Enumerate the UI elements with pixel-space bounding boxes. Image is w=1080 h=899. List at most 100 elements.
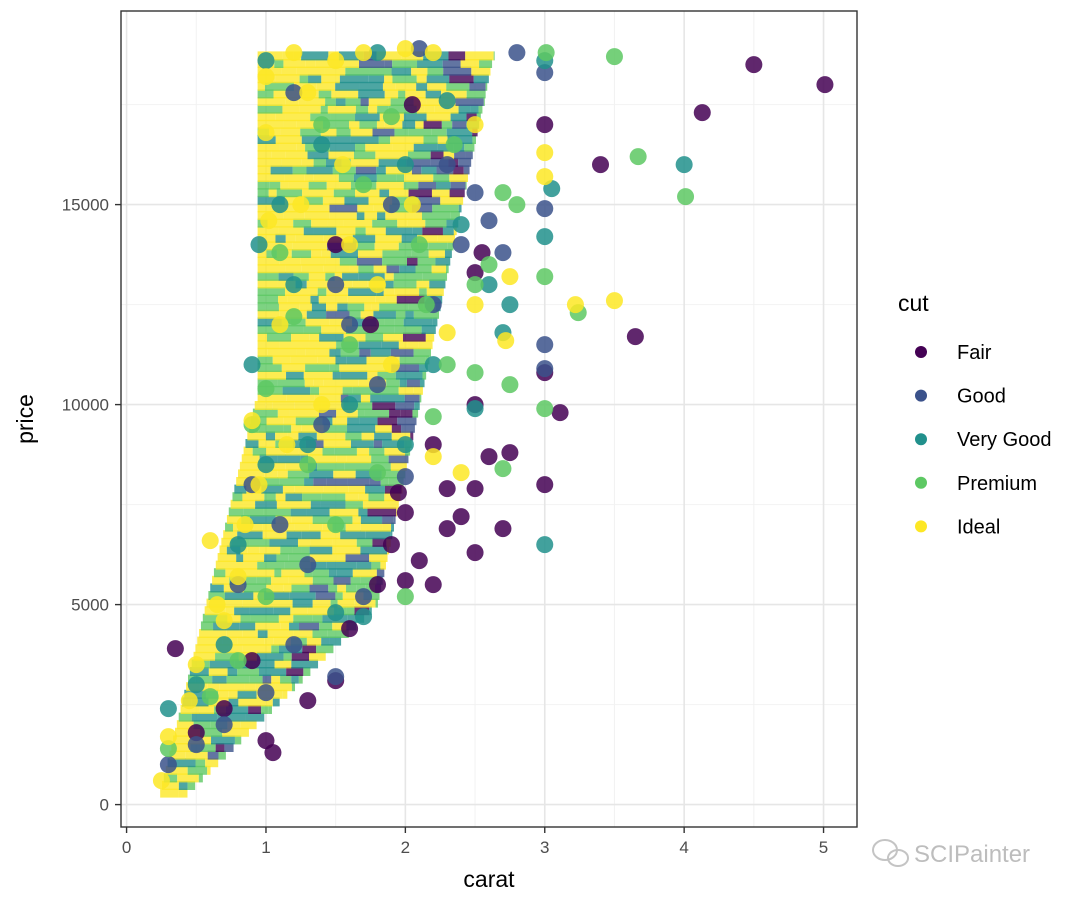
data-band [428, 249, 445, 258]
data-band [333, 575, 351, 585]
data-point-very-good [341, 396, 359, 414]
data-band [278, 613, 294, 623]
data-band [308, 74, 322, 84]
data-band [412, 408, 419, 418]
data-band [411, 249, 429, 258]
x-tick-label: 4 [679, 838, 688, 857]
data-band [257, 629, 268, 638]
data-band [285, 233, 296, 243]
data-band [458, 104, 471, 114]
data-band [359, 416, 378, 426]
data-point-very-good [257, 52, 275, 70]
data-band [306, 165, 333, 175]
data-band [226, 629, 243, 638]
data-point-ideal [159, 728, 177, 746]
data-band [390, 461, 407, 471]
x-tick-label: 1 [261, 838, 270, 857]
data-point-good [285, 84, 303, 102]
data-band [329, 363, 340, 372]
data-band [398, 340, 408, 350]
legend-key-good [915, 389, 927, 402]
data-band [292, 545, 302, 555]
data-band [321, 74, 340, 84]
data-band [226, 674, 250, 684]
data-band [257, 370, 287, 380]
data-band [337, 583, 347, 593]
data-point-fair [362, 316, 380, 334]
data-band [281, 363, 306, 372]
legend-label-ideal: Ideal [957, 516, 1000, 538]
data-point-fair [466, 544, 484, 562]
data-band [280, 545, 293, 555]
data-band [257, 157, 282, 167]
data-band [319, 385, 343, 395]
data-band [326, 309, 350, 319]
data-band [321, 249, 331, 258]
data-band [255, 621, 281, 631]
data-band [241, 454, 260, 464]
data-band [292, 241, 308, 251]
data-point-fair [693, 104, 711, 122]
data-band [405, 309, 414, 319]
data-point-fair [480, 448, 498, 466]
data-band [345, 97, 361, 106]
data-band [458, 203, 462, 213]
data-band [333, 378, 359, 388]
data-band [452, 119, 467, 129]
data-band [413, 385, 423, 395]
data-band [323, 484, 349, 494]
data-band [389, 408, 401, 418]
data-band [311, 218, 328, 228]
data-band [197, 636, 223, 646]
data-band [350, 157, 379, 167]
data-band [365, 332, 384, 342]
data-point-very-good [250, 236, 268, 254]
data-band [347, 423, 376, 433]
data-band [291, 682, 296, 692]
data-band [283, 423, 292, 433]
data-band [413, 347, 431, 357]
data-band [392, 142, 414, 152]
data-band [257, 264, 286, 274]
data-band [383, 287, 395, 296]
data-point-fair [187, 724, 205, 742]
data-band [319, 332, 344, 342]
data-band [271, 644, 280, 654]
data-band [240, 720, 257, 730]
data-band [334, 446, 357, 456]
data-band [311, 249, 322, 258]
data-band [285, 97, 299, 106]
data-band [284, 560, 311, 570]
data-band [227, 720, 241, 730]
data-band [376, 317, 385, 327]
data-band [325, 271, 335, 281]
data-band [343, 218, 373, 228]
data-band [301, 530, 321, 540]
data-band [427, 66, 444, 76]
data-band [271, 211, 284, 220]
data-band [424, 104, 435, 114]
data-band [347, 416, 360, 426]
data-band [187, 765, 208, 775]
data-band [294, 401, 322, 410]
data-band [356, 446, 370, 456]
data-point-very-good [438, 92, 456, 110]
data-band [239, 461, 260, 471]
data-band [281, 568, 305, 578]
data-band [278, 271, 294, 281]
data-band [323, 378, 334, 388]
data-band [404, 226, 413, 236]
data-band [358, 89, 385, 99]
data-band [228, 689, 238, 699]
data-band [360, 393, 371, 403]
data-band [345, 522, 361, 532]
data-point-fair [166, 640, 184, 658]
data-band [268, 188, 277, 198]
data-band [367, 370, 378, 380]
data-band [305, 317, 330, 327]
data-band [395, 401, 415, 410]
data-band [296, 347, 306, 357]
data-band [375, 150, 402, 160]
data-band [379, 188, 390, 198]
data-band [264, 553, 277, 562]
